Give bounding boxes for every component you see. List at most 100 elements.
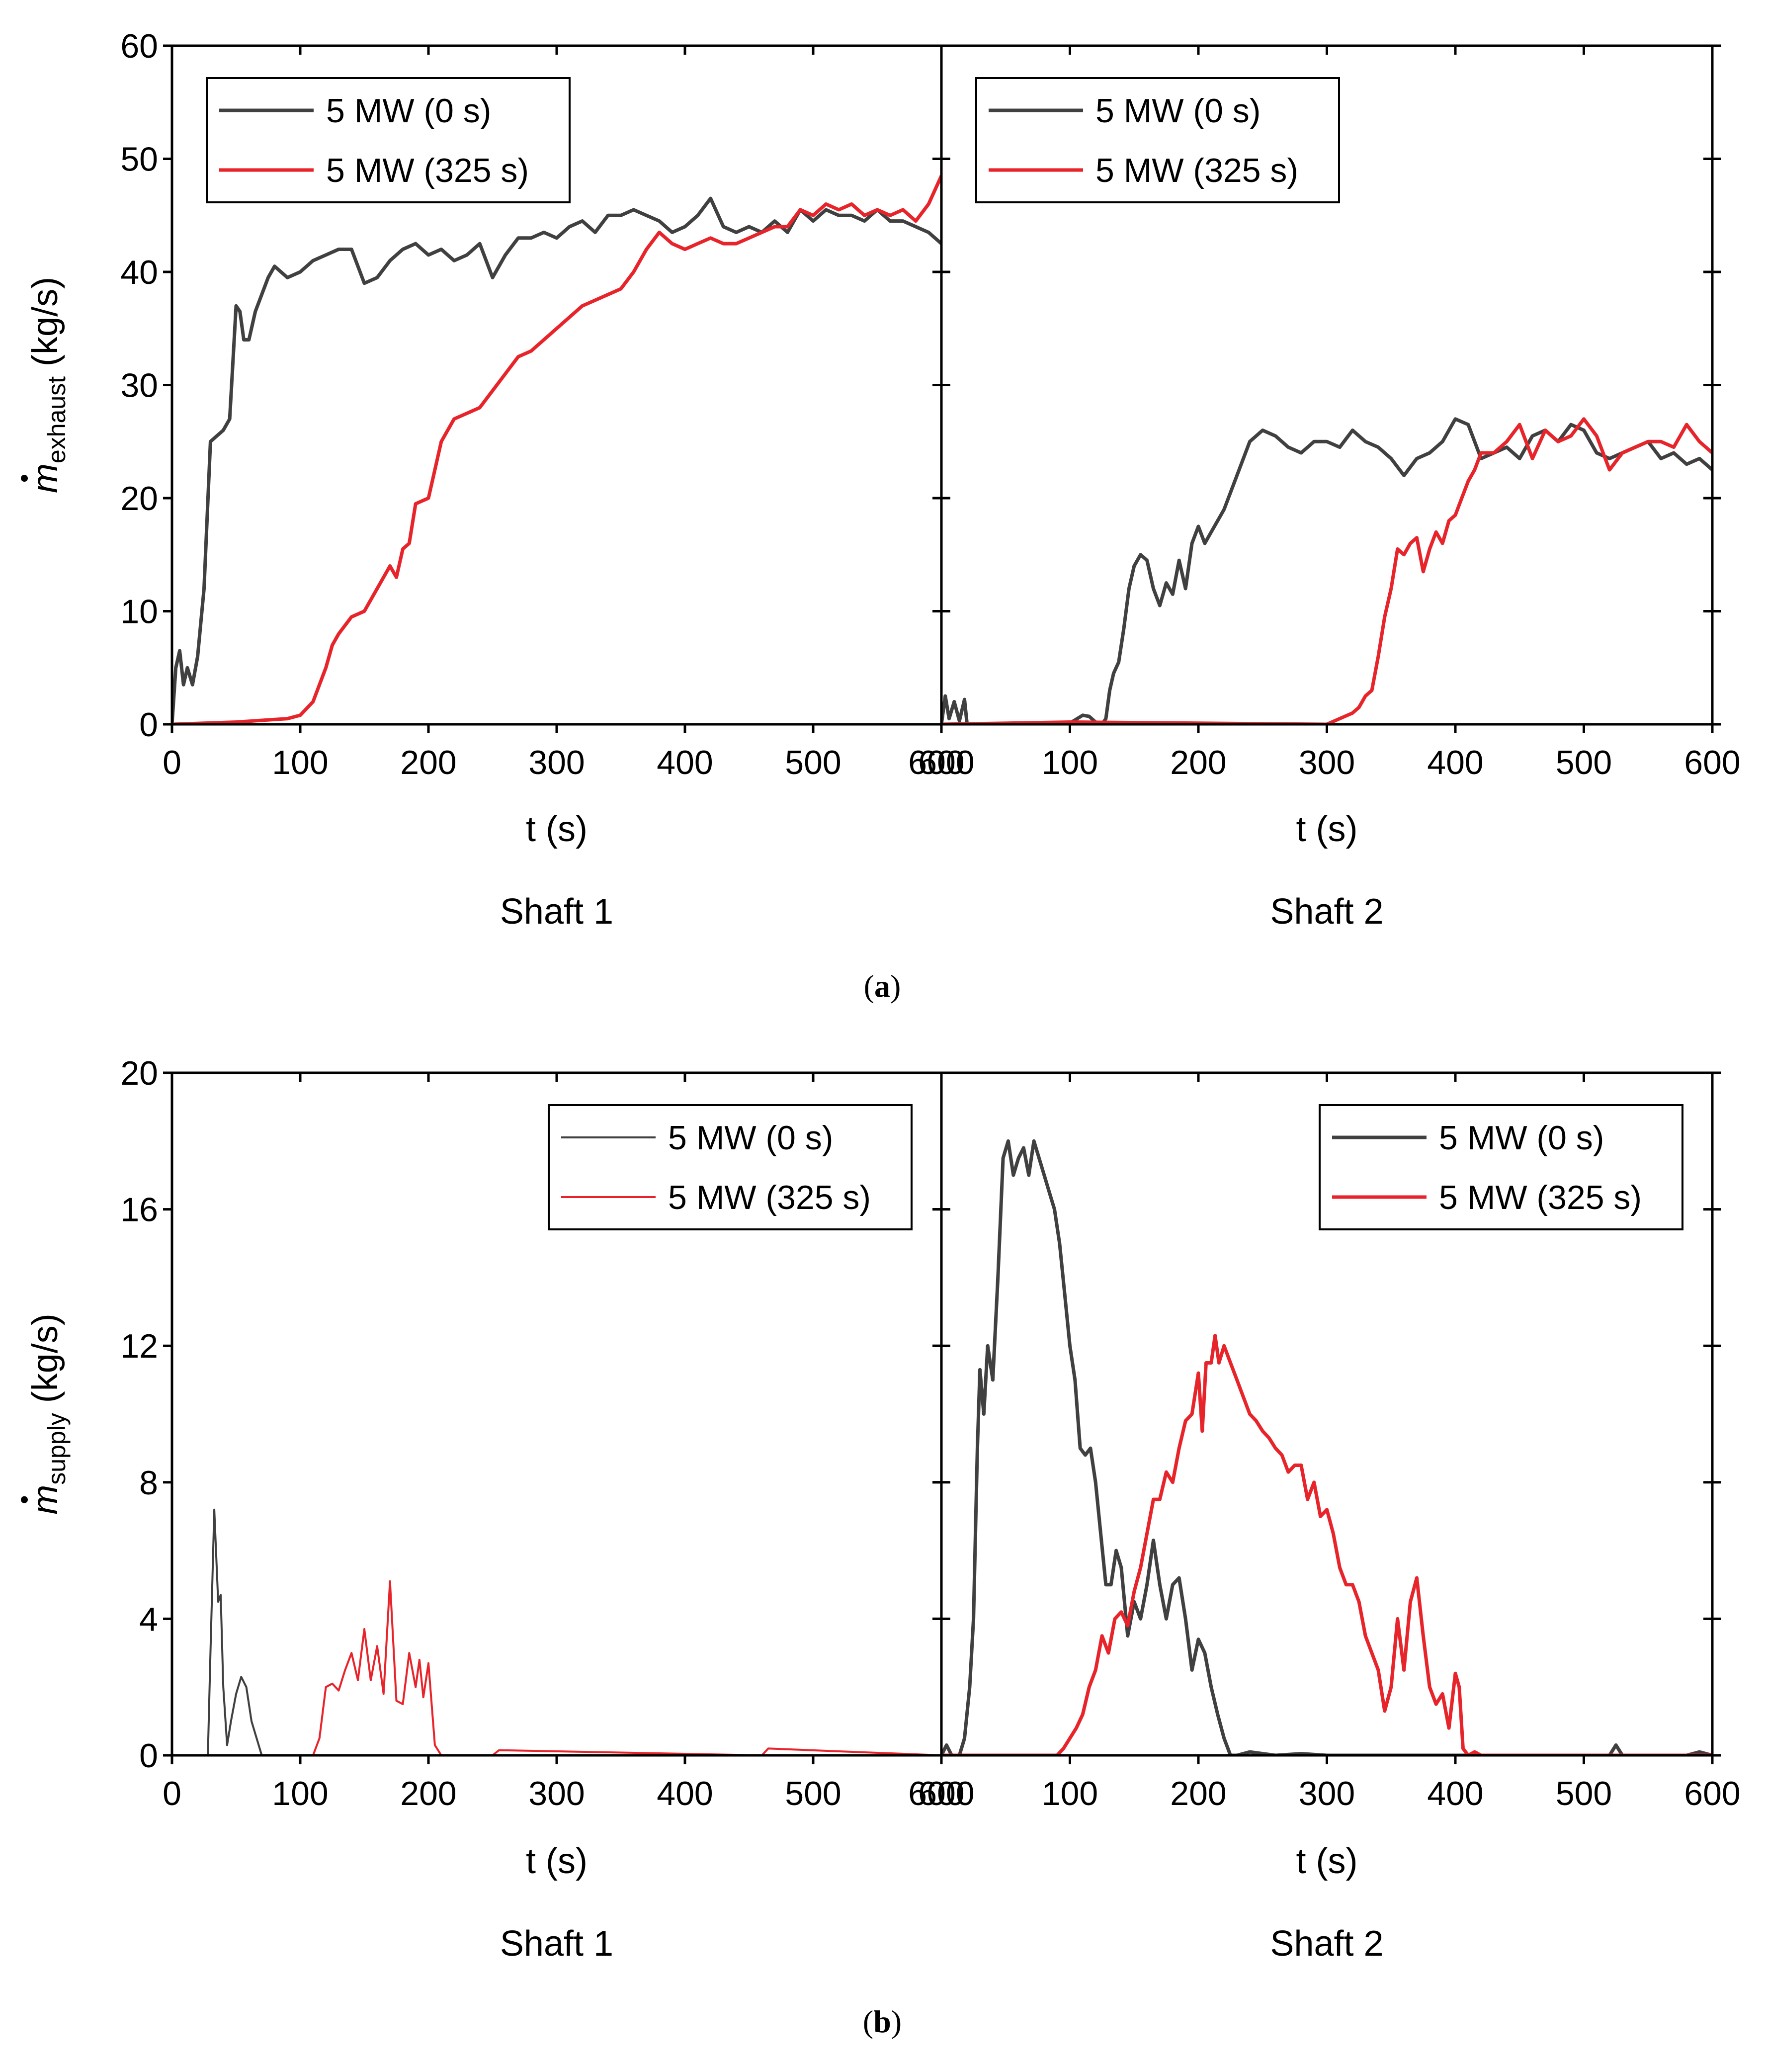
y-label-dot-accent bbox=[21, 1496, 28, 1503]
x-axis-label: t (s) bbox=[1296, 809, 1358, 849]
y-axis-label-text: msupply (kg/s) bbox=[25, 1313, 71, 1515]
x-axis-label: t (s) bbox=[1296, 1841, 1358, 1881]
y-label-symbol: m bbox=[25, 463, 65, 493]
y-label-unit: (kg/s) bbox=[25, 1313, 65, 1413]
y-label-symbol: m bbox=[25, 1485, 65, 1515]
subplot-caption: Shaft 2 bbox=[1270, 892, 1383, 932]
x-tick-label: 200 bbox=[400, 1775, 456, 1813]
y-label-subscript: supply bbox=[43, 1413, 71, 1485]
y-tick-label: 60 bbox=[120, 27, 158, 65]
series-line-325s bbox=[172, 174, 941, 724]
legend: 5 MW (0 s) 5 MW (325 s) bbox=[1319, 1104, 1683, 1230]
legend-label: 5 MW (0 s) bbox=[1095, 92, 1261, 130]
x-tick-label: 300 bbox=[528, 744, 585, 781]
y-tick-label: 30 bbox=[120, 367, 158, 405]
legend-label: 5 MW (325 s) bbox=[668, 1179, 871, 1216]
y-tick-label: 0 bbox=[139, 1737, 158, 1775]
x-tick-label: 500 bbox=[785, 744, 841, 781]
series-line-325s bbox=[941, 1334, 1712, 1755]
y-axis-label-text: mexhaust (kg/s) bbox=[25, 277, 71, 493]
y-label-unit: (kg/s) bbox=[25, 277, 65, 376]
x-tick-label: 600 bbox=[918, 744, 974, 781]
series-line-325s bbox=[941, 417, 1712, 724]
x-axis-label: t (s) bbox=[526, 1841, 588, 1881]
x-axis-label: t (s) bbox=[526, 809, 588, 849]
subplot-a-shaft-2: 600 100 200 300 400 500 600 t (s) Shaft 2 5 MW (0… bbox=[918, 44, 1741, 932]
legend: 5 MW (0 s) 5 MW (325 s) bbox=[206, 77, 571, 203]
panel-letter: a bbox=[874, 968, 890, 1004]
legend-label: 5 MW (325 s) bbox=[1439, 1179, 1642, 1216]
x-tick-label: 300 bbox=[528, 1775, 585, 1813]
x-tick-label: 100 bbox=[272, 744, 328, 781]
x-tick-label: 500 bbox=[1556, 744, 1612, 781]
series-line-0s bbox=[172, 196, 941, 724]
y-tick-label: 0 bbox=[139, 706, 158, 744]
y-tick-label: 20 bbox=[120, 1054, 158, 1092]
x-tick-label: 400 bbox=[1427, 1775, 1483, 1813]
y-tick-label: 40 bbox=[120, 254, 158, 291]
x-tick-label: 500 bbox=[1556, 1775, 1612, 1813]
x-tick-label: 200 bbox=[400, 744, 456, 781]
panel-label: (b) bbox=[863, 2004, 902, 2039]
legend-label: 5 MW (0 s) bbox=[668, 1119, 833, 1157]
series-line-0s bbox=[172, 1508, 941, 1755]
x-tick-label: 400 bbox=[657, 1775, 713, 1813]
y-tick-label: 4 bbox=[139, 1600, 158, 1638]
y-axis-label: msupply (kg/s) bbox=[21, 1313, 71, 1515]
data-lines bbox=[172, 174, 941, 724]
x-tick-label: 400 bbox=[657, 744, 713, 781]
x-tick-label: 200 bbox=[1170, 744, 1226, 781]
y-axis-label: mexhaust (kg/s) bbox=[21, 277, 71, 493]
x-tick-label: 600 bbox=[1684, 1775, 1740, 1813]
x-tick-label: 0 bbox=[163, 744, 181, 781]
series-line-0s bbox=[941, 1139, 1712, 1755]
x-tick-label: 600 bbox=[908, 1775, 964, 1813]
legend: 5 MW (0 s) 5 MW (325 s) bbox=[548, 1104, 913, 1230]
x-tick-label: 100 bbox=[272, 1775, 328, 1813]
y-label-dot-accent bbox=[21, 475, 28, 482]
x-tick-label: 300 bbox=[1299, 1775, 1355, 1813]
x-tick-label: 100 bbox=[1042, 1775, 1098, 1813]
panel-letter: b bbox=[873, 2004, 891, 2039]
y-tick-label: 20 bbox=[120, 480, 158, 518]
legend-box bbox=[206, 77, 571, 203]
data-lines bbox=[941, 1139, 1712, 1755]
legend-label: 5 MW (0 s) bbox=[326, 92, 491, 130]
legend-label: 5 MW (325 s) bbox=[326, 152, 529, 189]
legend-label: 5 MW (325 s) bbox=[1095, 152, 1298, 189]
y-tick-label: 16 bbox=[120, 1191, 158, 1229]
panel-a: 0 10 20 30 40 50 60 mexhaust (kg/s) 0 100 200 300 40… bbox=[21, 27, 1741, 1004]
data-lines bbox=[172, 1508, 941, 1755]
legend-box bbox=[975, 77, 1340, 203]
subplot-b-shaft-2: 600 100 200 300 400 500 600 t (s) Shaft 2 5 MW (0… bbox=[918, 1071, 1741, 1964]
x-tick-label: 100 bbox=[1042, 744, 1098, 781]
x-tick-label: 600 bbox=[1684, 744, 1740, 781]
legend-box bbox=[1319, 1104, 1683, 1230]
panel-label: (a) bbox=[864, 968, 901, 1004]
y-tick-label: 12 bbox=[120, 1327, 158, 1365]
subplot-a-shaft-1: 0 100 200 300 400 500 600 t (s) Shaft 1 5 MW (0 s… bbox=[163, 44, 965, 932]
y-tick-label: 8 bbox=[139, 1464, 158, 1502]
subplot-caption: Shaft 1 bbox=[500, 1924, 613, 1964]
y-label-subscript: exhaust bbox=[43, 376, 71, 463]
series-line-0s bbox=[941, 417, 1712, 724]
x-tick-label: 600 bbox=[918, 1775, 974, 1813]
legend-label: 5 MW (0 s) bbox=[1439, 1119, 1604, 1157]
x-tick-label: 300 bbox=[1299, 744, 1355, 781]
series-line-325s bbox=[172, 1580, 941, 1755]
data-lines bbox=[941, 417, 1712, 724]
x-tick-label: 400 bbox=[1427, 744, 1483, 781]
y-tick-label: 10 bbox=[120, 593, 158, 631]
x-tick-label: 0 bbox=[163, 1775, 181, 1813]
legend-box bbox=[548, 1104, 913, 1230]
x-tick-label: 200 bbox=[1170, 1775, 1226, 1813]
y-tick-label: 50 bbox=[120, 141, 158, 178]
x-tick-label: 500 bbox=[785, 1775, 841, 1813]
x-tick-label: 600 bbox=[908, 744, 964, 781]
subplot-b-shaft-1: 0 100 200 300 400 500 600 t (s) Shaft 1 5 MW (0 s… bbox=[163, 1071, 965, 1964]
subplot-caption: Shaft 1 bbox=[500, 892, 613, 932]
legend: 5 MW (0 s) 5 MW (325 s) bbox=[975, 77, 1340, 203]
subplot-caption: Shaft 2 bbox=[1270, 1924, 1383, 1964]
